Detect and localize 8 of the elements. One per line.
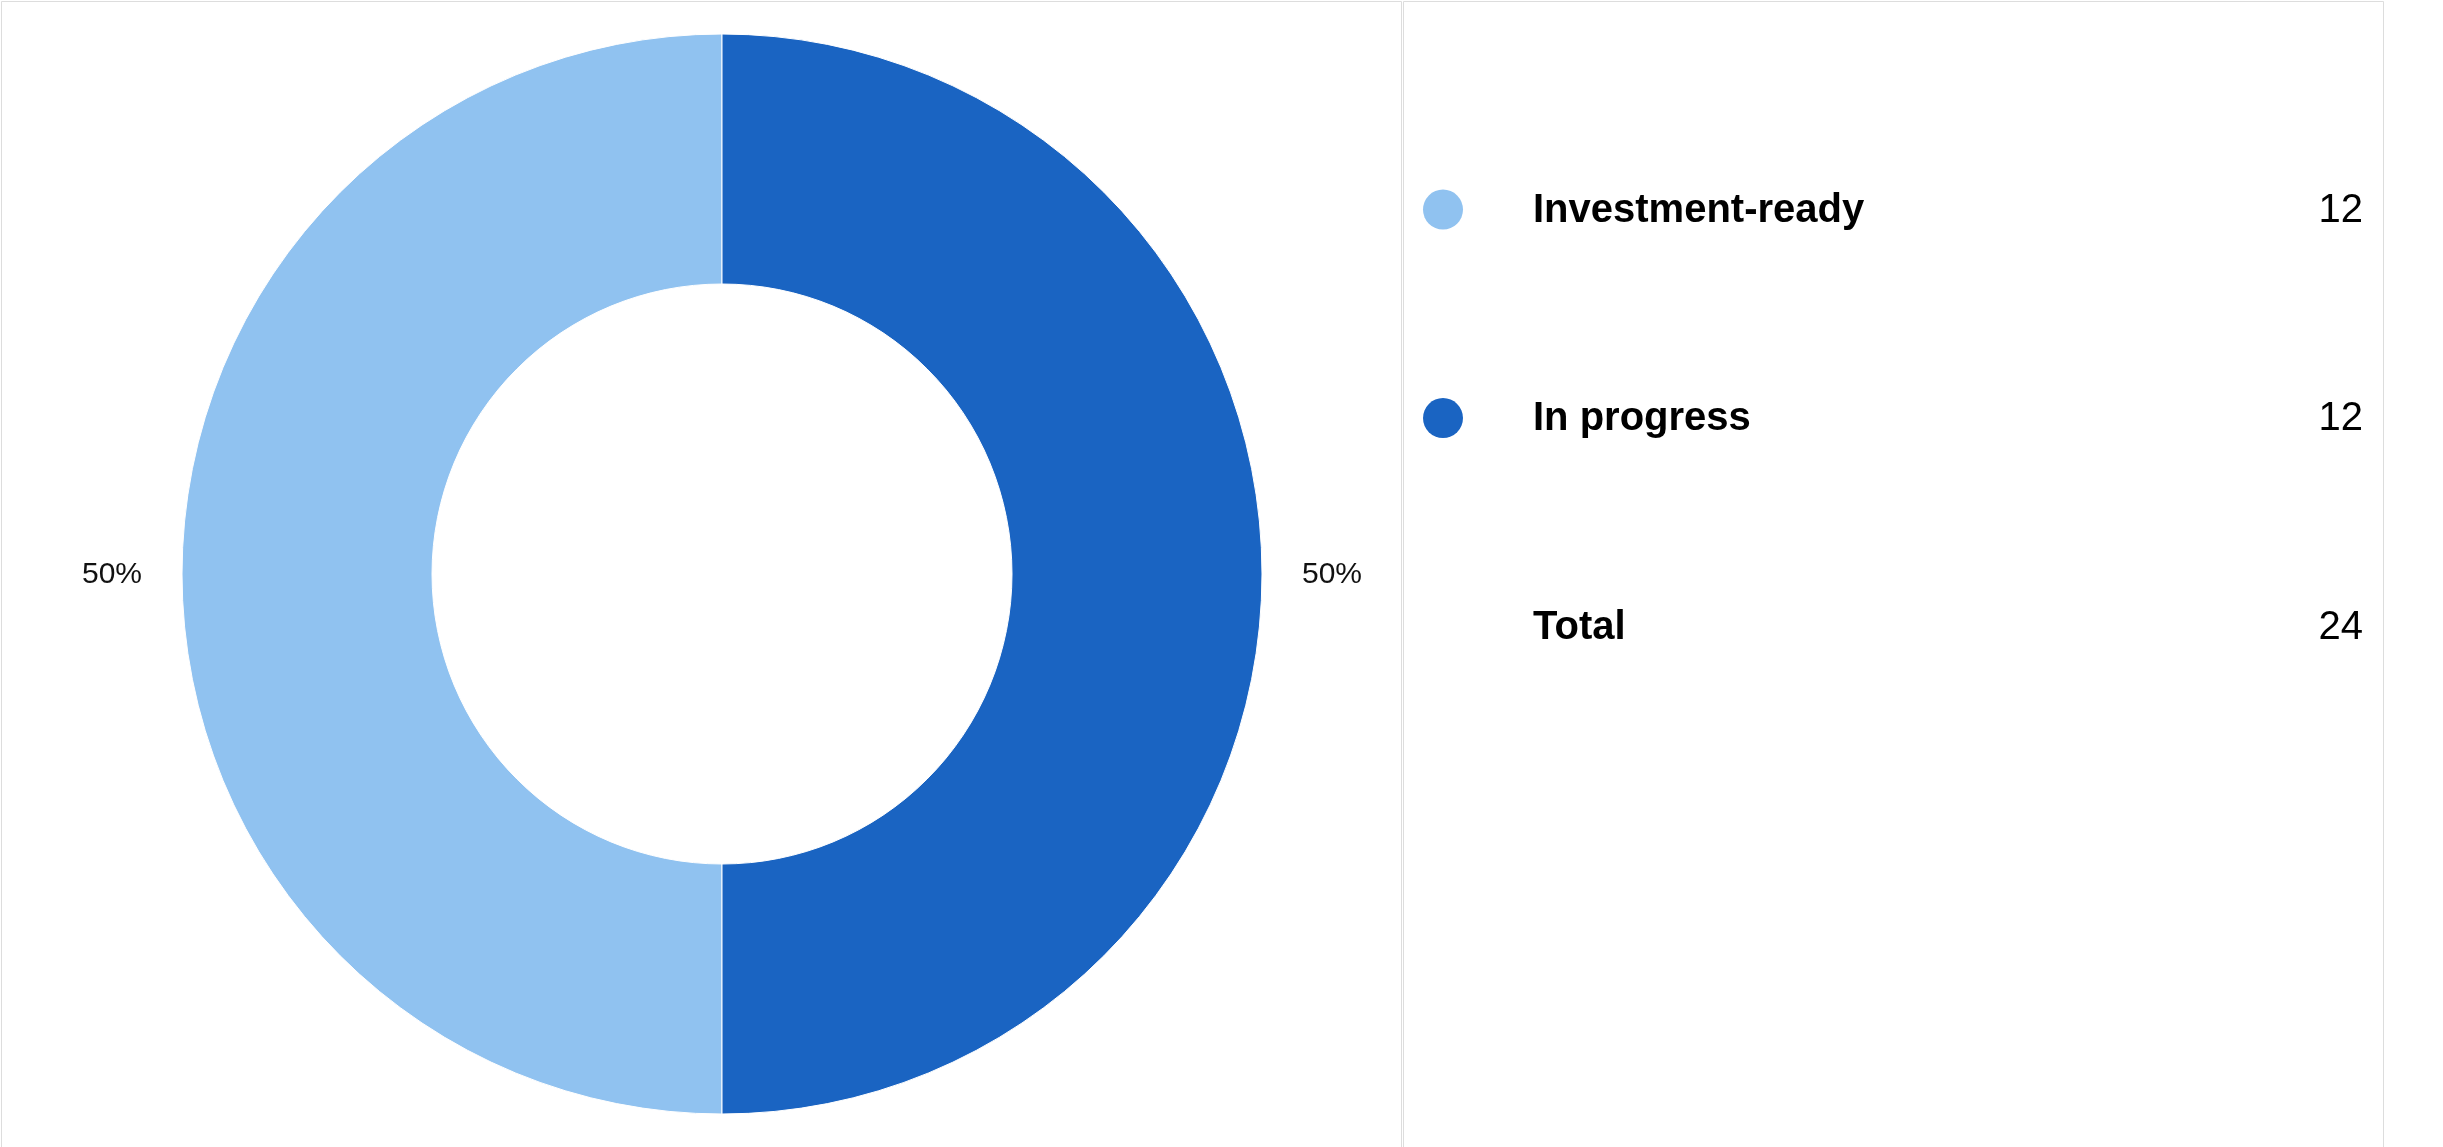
text: 12 xyxy=(2318,185,2363,230)
data-label: 50% xyxy=(1301,556,1363,589)
legend-label: In progress xyxy=(1533,394,1751,439)
legend-label: Investment-ready xyxy=(1533,185,1865,230)
data-label: 50% xyxy=(81,556,143,589)
text: 12 xyxy=(2318,394,2363,439)
text: 24 xyxy=(2318,602,2363,647)
text: Total xyxy=(1533,602,1626,647)
